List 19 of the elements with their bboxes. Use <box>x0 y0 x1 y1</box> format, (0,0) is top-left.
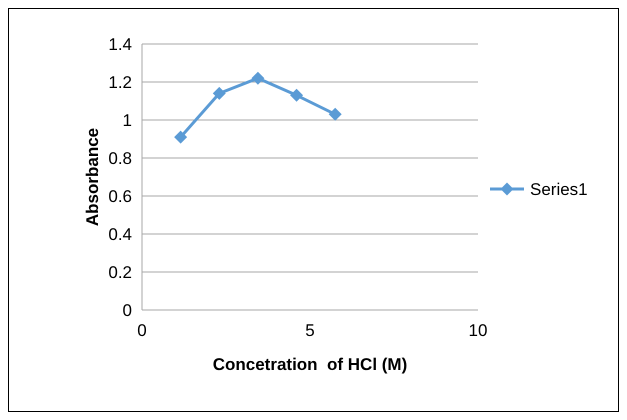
point <box>251 72 264 85</box>
point <box>212 86 226 100</box>
y-tick-label: 1 <box>122 110 132 130</box>
y-tick-label: 1.4 <box>108 34 132 54</box>
x-tick-label: 0 <box>137 321 147 340</box>
y-tick-label: 0 <box>122 300 132 320</box>
y-tick-label: 0.6 <box>108 186 132 206</box>
point <box>174 130 188 144</box>
y-tick-label: 0.2 <box>108 262 132 282</box>
y-tick-label: 1.2 <box>108 72 132 92</box>
point <box>328 108 342 121</box>
y-tick-label: 0.8 <box>108 148 132 168</box>
legend-label: Series1 <box>530 180 588 199</box>
x-axis-title: Concetration of HCl (M) <box>212 355 408 374</box>
point <box>290 88 304 102</box>
y-axis-title: Absorbance <box>83 128 102 226</box>
x-tick-label: 10 <box>468 321 488 340</box>
x-tick-label: 5 <box>305 321 315 340</box>
y-tick-label: 0.4 <box>108 224 132 244</box>
